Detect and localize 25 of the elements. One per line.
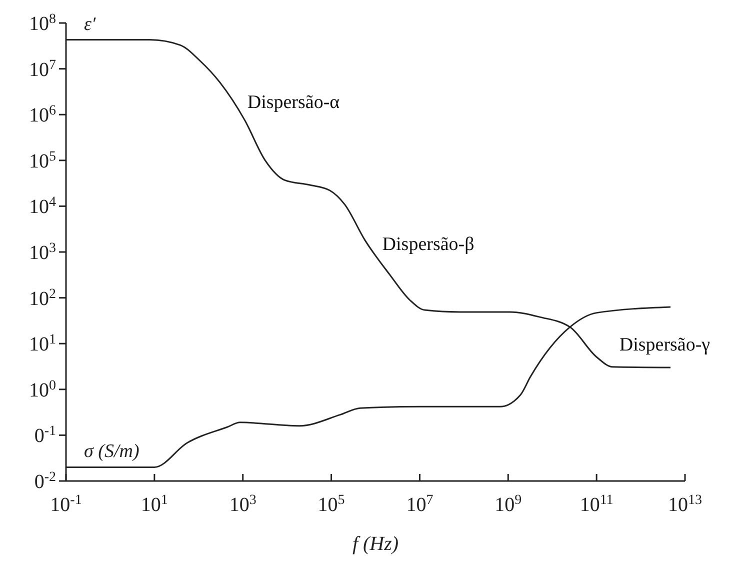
x-tick-label: 10$^{7}$ xyxy=(406,492,434,516)
y-tick-label: 10$^{8}$ xyxy=(29,12,56,35)
x-tick-label: 10$^{3}$ xyxy=(229,492,256,516)
annotation: Dispersão-α xyxy=(247,92,340,113)
y-tick-label: 10$^{1}$ xyxy=(29,332,56,356)
x-tick-label: 10$^{5}$ xyxy=(318,492,345,516)
annotation: Dispersão-γ xyxy=(619,334,710,356)
y-tick-label: 10$^{6}$ xyxy=(29,103,56,127)
y-tick-label: 10$^{0}$ xyxy=(29,378,56,402)
y-tick-label: 0$^{-1}$ xyxy=(34,424,56,448)
x-tick-label: 10$^{13}$ xyxy=(668,492,702,516)
series-label: σ (S/m) xyxy=(84,441,140,462)
y-tick-label: 10$^{4}$ xyxy=(29,194,56,218)
y-tick-label: 10$^{7}$ xyxy=(29,57,56,81)
annotation: Dispersão-β xyxy=(382,234,474,255)
x-axis-title: f (Hz) xyxy=(352,533,399,555)
y-tick-label: 10$^{5}$ xyxy=(29,148,56,172)
y-tick-label: 10$^{3}$ xyxy=(29,240,56,264)
x-tick-label: 10$^{9}$ xyxy=(494,492,522,516)
series-label: ε′ xyxy=(84,14,96,35)
x-tick-label: 10$^{1}$ xyxy=(140,492,168,516)
x-tick-label: 10$^{11}$ xyxy=(580,492,614,516)
y-tick-label: 0$^{-2}$ xyxy=(34,470,56,493)
y-tick-label: 10$^{2}$ xyxy=(29,286,56,310)
x-tick-label: 10$^{-1}$ xyxy=(50,492,82,516)
